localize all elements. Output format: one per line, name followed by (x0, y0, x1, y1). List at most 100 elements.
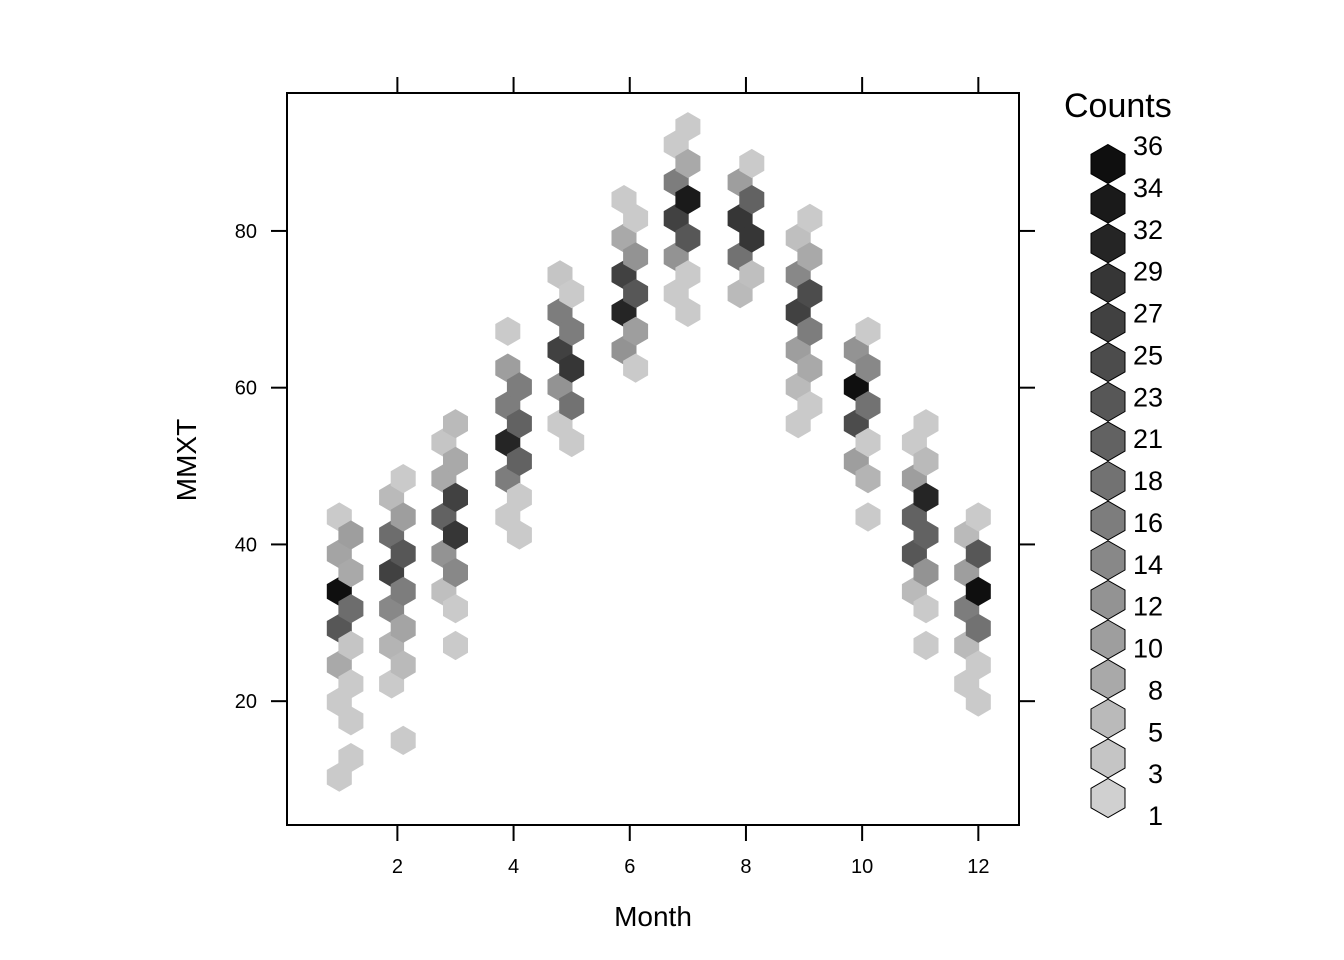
x-tick-label: 8 (740, 856, 751, 878)
y-tick-label: 80 (235, 221, 257, 243)
hex-cell (506, 482, 532, 512)
legend-swatch (1090, 183, 1126, 224)
hex-cell (901, 427, 927, 458)
legend-label: 18 (1133, 466, 1163, 496)
hex-cell (338, 520, 364, 550)
legend-label: 21 (1133, 424, 1163, 454)
hex-cell (326, 539, 352, 569)
hex-cell (443, 594, 468, 624)
legend-label: 5 (1148, 717, 1163, 747)
hex-cell (739, 260, 765, 290)
axes: 2 4 6 8 10 12 20 40 60 80 (235, 77, 1035, 878)
hex-cell (913, 446, 939, 476)
legend-swatch (1090, 698, 1126, 739)
legend-swatch (1090, 659, 1126, 700)
hex-cell (390, 613, 416, 643)
legend-label: 3 (1148, 759, 1163, 789)
hex-cell (855, 502, 881, 532)
hex-cell (390, 464, 416, 494)
hex-cell (855, 353, 881, 383)
hex-cell (443, 409, 468, 439)
legend-swatch (1090, 460, 1126, 502)
hex-cell (855, 391, 881, 421)
x-tick-label: 6 (624, 856, 635, 878)
hex-cell (797, 203, 823, 233)
hex-cell (797, 316, 823, 346)
hex-cell (901, 539, 927, 569)
x-tick-label: 10 (851, 856, 873, 878)
legend-title: Counts (1064, 87, 1172, 125)
hex-cell (431, 427, 457, 458)
hex-cell (797, 353, 823, 383)
hex-cell (739, 148, 765, 179)
hex-cell (559, 427, 585, 458)
legend-swatch (1090, 777, 1126, 819)
hex-cell (431, 539, 457, 569)
hex-cell (623, 353, 649, 383)
hex-cell (443, 446, 468, 476)
y-axis-label: MMXT (171, 419, 202, 501)
hex-cell (675, 297, 701, 327)
legend-swatch (1090, 500, 1126, 541)
hex-cell (495, 427, 521, 458)
legend-label: 25 (1133, 340, 1163, 370)
hex-cell (913, 409, 939, 439)
legend-label: 23 (1133, 382, 1163, 412)
hex-cell (338, 743, 364, 773)
hex-cell (739, 223, 765, 253)
hex-cell (547, 372, 573, 402)
hex-cell (954, 558, 980, 588)
hex-cell (675, 260, 701, 290)
x-tick-label: 2 (392, 856, 403, 878)
hex-cell (663, 279, 689, 309)
hex-cell (611, 297, 637, 327)
hex-cell (965, 687, 991, 717)
hex-cell (663, 203, 689, 233)
hex-cell (739, 185, 765, 215)
x-tick-label: 12 (967, 856, 989, 878)
hex-cell (785, 372, 811, 402)
hex-cell (855, 316, 881, 346)
hex-cell (338, 669, 364, 699)
hex-cell (390, 502, 416, 532)
legend-label: 16 (1133, 508, 1163, 538)
hex-cell (559, 391, 585, 421)
hex-cell (338, 630, 364, 661)
hex-cell (379, 482, 405, 512)
legend-label: 36 (1133, 131, 1163, 161)
hex-cell (785, 223, 811, 253)
hex-cell (965, 650, 991, 680)
hex-cell (506, 520, 532, 550)
hex-cell (855, 427, 881, 458)
hex-cell (965, 613, 991, 643)
legend-swatch (1090, 302, 1126, 343)
hex-cell (390, 539, 416, 569)
legend-swatch (1090, 540, 1126, 581)
legend-swatch (1090, 619, 1126, 660)
hex-cell (443, 520, 468, 550)
hex-cell (675, 223, 701, 253)
hex-cell (326, 762, 352, 792)
hex-cell (506, 409, 532, 439)
hex-cell (443, 630, 468, 661)
legend-swatch (1090, 381, 1126, 422)
legend-label: 14 (1133, 550, 1163, 580)
x-axis-label: Month (614, 901, 692, 932)
x-tick-label: 4 (508, 856, 519, 878)
hex-cell (390, 650, 416, 680)
hex-cell (443, 558, 468, 588)
legend-label: 32 (1133, 215, 1163, 245)
legend-swatch (1090, 143, 1126, 185)
legend-swatch (1090, 421, 1126, 462)
hex-cell (379, 558, 405, 588)
y-tick-label: 40 (235, 534, 257, 556)
hex-cell (623, 203, 649, 233)
hex-cell (623, 316, 649, 346)
legend-label: 8 (1148, 675, 1163, 705)
hex-cell (338, 594, 364, 624)
hex-cell (675, 185, 701, 215)
hex-cell (797, 391, 823, 421)
hex-cell (547, 260, 573, 290)
